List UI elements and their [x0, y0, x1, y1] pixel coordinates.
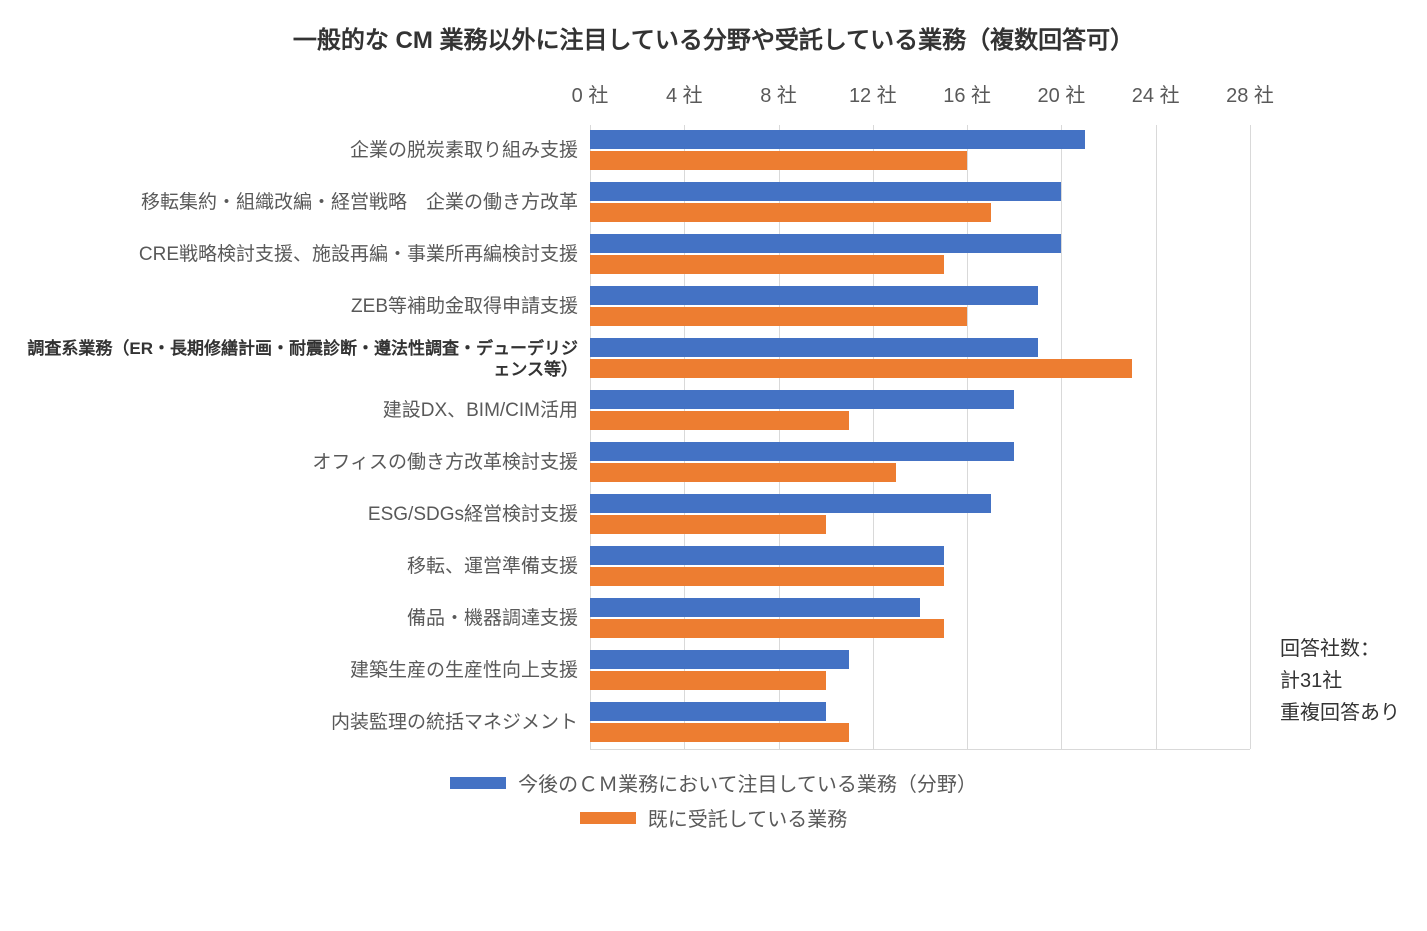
bar-group — [590, 697, 1250, 749]
x-tick-label: 24 社 — [1132, 79, 1180, 108]
plot-area: 回答社数： 計31社 重複回答あり — [590, 125, 1250, 750]
x-tick-label: 0 社 — [572, 79, 609, 108]
x-tick-label: 20 社 — [1038, 79, 1086, 108]
note-line: 重複回答あり — [1280, 697, 1400, 729]
bar-group — [590, 645, 1250, 697]
x-tick-label: 12 社 — [849, 79, 897, 108]
bar-group — [590, 489, 1250, 541]
category-label: 調査系業務（ER・長期修繕計画・耐震診断・遵法性調査・デューデリジェンス等） — [20, 333, 590, 385]
bar-series-2 — [590, 619, 944, 638]
bar-group — [590, 541, 1250, 593]
bar-series-1 — [590, 234, 1061, 253]
bar-series-1 — [590, 286, 1038, 305]
category-label: 企業の脱炭素取り組み支援 — [20, 125, 590, 177]
legend-swatch — [450, 777, 506, 789]
bar-series-2 — [590, 723, 849, 742]
bar-series-1 — [590, 338, 1038, 357]
bar-group — [590, 281, 1250, 333]
bar-series-2 — [590, 567, 944, 586]
bar-series-2 — [590, 515, 826, 534]
category-label: 建築生産の生産性向上支援 — [20, 645, 590, 697]
response-note: 回答社数： 計31社 重複回答あり — [1280, 633, 1400, 729]
bar-group — [590, 385, 1250, 437]
x-axis-labels: 0 社4 社8 社12 社16 社20 社24 社28 社 — [590, 79, 1250, 105]
legend-item: 既に受託している業務 — [580, 803, 847, 832]
bar-series-2 — [590, 359, 1132, 378]
bar-rows — [590, 125, 1250, 749]
note-line: 回答社数： — [1280, 633, 1400, 665]
axis-spacer — [20, 79, 590, 105]
x-tick-label: 16 社 — [943, 79, 991, 108]
bar-group — [590, 437, 1250, 489]
category-label: オフィスの働き方改革検討支援 — [20, 437, 590, 489]
x-tick-label: 4 社 — [666, 79, 703, 108]
legend-swatch — [580, 812, 636, 824]
bar-series-1 — [590, 702, 826, 721]
bar-series-2 — [590, 411, 849, 430]
bar-group — [590, 593, 1250, 645]
category-label: 移転、運営準備支援 — [20, 541, 590, 593]
chart-title: 一般的な CM 業務以外に注目している分野や受託している業務（複数回答可） — [20, 20, 1407, 55]
bar-series-1 — [590, 546, 944, 565]
category-label: 備品・機器調達支援 — [20, 593, 590, 645]
category-label: 内装監理の統括マネジメント — [20, 697, 590, 749]
x-tick-label: 8 社 — [760, 79, 797, 108]
bar-series-1 — [590, 390, 1014, 409]
bar-group — [590, 229, 1250, 281]
category-label: ESG/SDGs経営検討支援 — [20, 489, 590, 541]
bar-series-1 — [590, 130, 1085, 149]
gridline — [1250, 125, 1251, 749]
bar-series-2 — [590, 203, 991, 222]
bar-series-1 — [590, 598, 920, 617]
bar-series-1 — [590, 650, 849, 669]
bar-group — [590, 125, 1250, 177]
category-label: 建設DX、BIM/CIM活用 — [20, 385, 590, 437]
bar-series-2 — [590, 307, 967, 326]
legend-label: 既に受託している業務 — [648, 803, 847, 832]
note-line: 計31社 — [1280, 665, 1400, 697]
bar-series-1 — [590, 182, 1061, 201]
bar-group — [590, 177, 1250, 229]
legend-item: 今後のＣＭ業務において注目している業務（分野） — [450, 768, 977, 797]
bar-series-2 — [590, 463, 896, 482]
y-axis-labels: 企業の脱炭素取り組み支援移転集約・組織改編・経営戦略 企業の働き方改革CRE戦略… — [20, 125, 590, 750]
bar-series-2 — [590, 255, 944, 274]
x-tick-label: 28 社 — [1226, 79, 1274, 108]
plot-row: 企業の脱炭素取り組み支援移転集約・組織改編・経営戦略 企業の働き方改革CRE戦略… — [20, 125, 1407, 750]
x-axis: 0 社 4 社 8 社 12 社 16 社 20 社 24 社 28 社 — [20, 79, 1407, 105]
bar-series-2 — [590, 151, 967, 170]
chart-container: 一般的な CM 業務以外に注目している分野や受託している業務（複数回答可） 0 … — [20, 20, 1407, 832]
category-label: CRE戦略検討支援、施設再編・事業所再編検討支援 — [20, 229, 590, 281]
category-label: 移転集約・組織改編・経営戦略 企業の働き方改革 — [20, 177, 590, 229]
bar-series-2 — [590, 671, 826, 690]
legend: 今後のＣＭ業務において注目している業務（分野） 既に受託している業務 — [20, 768, 1407, 832]
bar-group — [590, 333, 1250, 385]
legend-label: 今後のＣＭ業務において注目している業務（分野） — [518, 768, 977, 797]
bar-series-1 — [590, 442, 1014, 461]
category-label: ZEB等補助金取得申請支援 — [20, 281, 590, 333]
bar-series-1 — [590, 494, 991, 513]
